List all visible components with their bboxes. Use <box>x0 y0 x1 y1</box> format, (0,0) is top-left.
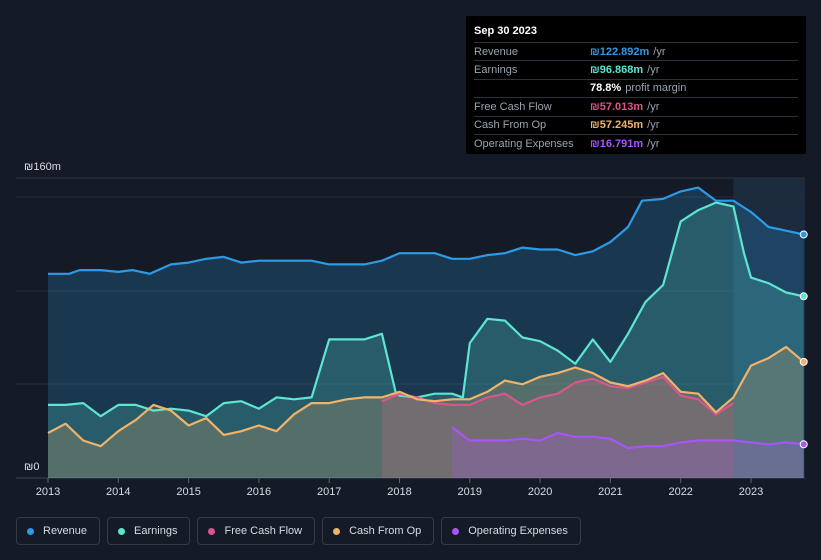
series-lines <box>47 186 805 450</box>
tooltip-row-label: Operating Expenses <box>474 137 574 150</box>
tooltip-row-value: ₪122.892m <box>590 45 650 58</box>
tooltip-row-unit: /yr <box>647 119 660 132</box>
tooltip-row-value: ₪96.868m <box>590 64 644 77</box>
legend-item-earnings[interactable]: Earnings <box>107 517 191 545</box>
cash-from-op-endpoint <box>799 357 808 366</box>
tooltip-row-value: ₪57.013m <box>590 100 644 113</box>
legend-label: Free Cash Flow <box>224 525 303 537</box>
earnings-area <box>48 202 804 478</box>
y-axis-min-label: ₪0 <box>24 461 39 473</box>
chart-area: 2013 2014 2015 2016 2017 2018 2019 2020 2021 2022… <box>16 161 808 498</box>
legend-dot-icon <box>27 527 34 535</box>
tooltip-row-unit: profit margin <box>625 82 687 95</box>
x-tick-label: 2022 <box>668 486 692 498</box>
x-axis: 2013 2014 2015 2016 2017 2018 2019 2020 2021 2022… <box>36 478 763 498</box>
tooltip-row: Free Cash Flow ₪57.013m/yr <box>474 98 798 117</box>
tooltip-row-unit: /yr <box>647 137 660 150</box>
tooltip-row: Revenue ₪122.892m/yr <box>474 43 798 62</box>
tooltip-row: Earnings ₪96.868m/yr <box>474 61 798 80</box>
tooltip-row-unit: /yr <box>647 100 660 113</box>
legend-label: Revenue <box>43 525 88 537</box>
earnings-endpoint <box>799 292 808 301</box>
revenue-area <box>48 187 804 478</box>
cash-from-op-area <box>48 346 804 478</box>
tooltip-row: 78.8% profit margin <box>474 80 798 99</box>
series-areas <box>48 187 804 478</box>
earnings-line <box>48 201 804 418</box>
tooltip-row-value: 78.8% <box>590 82 622 95</box>
tooltip-row: Operating Expenses ₪16.791m/yr <box>474 135 798 152</box>
tooltip: Sep 30 2023 Revenue ₪122.892m/yr Earnings ₪… <box>466 16 806 154</box>
x-tick-label: 2013 <box>36 486 60 498</box>
x-tick-label: 2021 <box>598 486 622 498</box>
legend-label: Earnings <box>134 525 178 537</box>
tooltip-row-label: Revenue <box>474 45 519 58</box>
revenue-endpoint <box>799 230 808 239</box>
free-cash-flow-area <box>381 376 734 478</box>
legend-label: Cash From Op <box>349 525 422 537</box>
legend-dot-icon <box>118 527 126 535</box>
tooltip-row-label: Earnings <box>474 64 518 77</box>
x-tick-label: 2017 <box>317 486 341 498</box>
legend-item-revenue[interactable]: Revenue <box>16 517 101 545</box>
legend-item-operating-expenses[interactable]: Operating Expenses <box>441 517 581 545</box>
legend-label: Operating Expenses <box>468 525 568 537</box>
free-cash-flow-line <box>381 375 734 416</box>
legend-dot-icon <box>452 527 460 535</box>
legend-item-cash-from-op[interactable]: Cash From Op <box>322 517 435 545</box>
tooltip-row: Cash From Op ₪57.245m/yr <box>474 117 798 135</box>
cash-from-op-line <box>47 345 805 448</box>
tooltip-row-unit: /yr <box>647 64 660 77</box>
legend-dot-icon <box>333 527 341 535</box>
tooltip-row-value: ₪57.245m <box>590 119 644 132</box>
operating-expenses-area <box>452 427 804 478</box>
x-tick-label: 2014 <box>106 486 130 498</box>
gridlines <box>16 177 805 479</box>
x-tick-label: 2015 <box>176 486 200 498</box>
x-tick-label: 2016 <box>247 486 271 498</box>
revenue-line <box>48 186 804 275</box>
x-tick-label: 2019 <box>458 486 482 498</box>
tooltip-date: Sep 30 2023 <box>474 25 798 43</box>
legend-dot-icon <box>208 527 216 535</box>
tooltip-row-label: Cash From Op <box>474 119 547 132</box>
operating-expenses-endpoint <box>799 440 808 449</box>
x-tick-label: 2018 <box>387 486 411 498</box>
series-endpoints <box>799 230 808 449</box>
operating-expenses-line <box>451 426 804 450</box>
x-tick-label: 2020 <box>528 486 552 498</box>
x-tick-label: 2023 <box>739 486 763 498</box>
tooltip-row-value: ₪16.791m <box>590 137 644 150</box>
legend: Revenue Earnings Free Cash Flow Cash From O… <box>16 517 581 545</box>
tooltip-row-label: Free Cash Flow <box>474 100 552 113</box>
legend-item-free-cash-flow[interactable]: Free Cash Flow <box>197 517 316 545</box>
tooltip-row-unit: /yr <box>653 45 666 58</box>
y-axis-max-label: ₪160m <box>24 161 61 173</box>
